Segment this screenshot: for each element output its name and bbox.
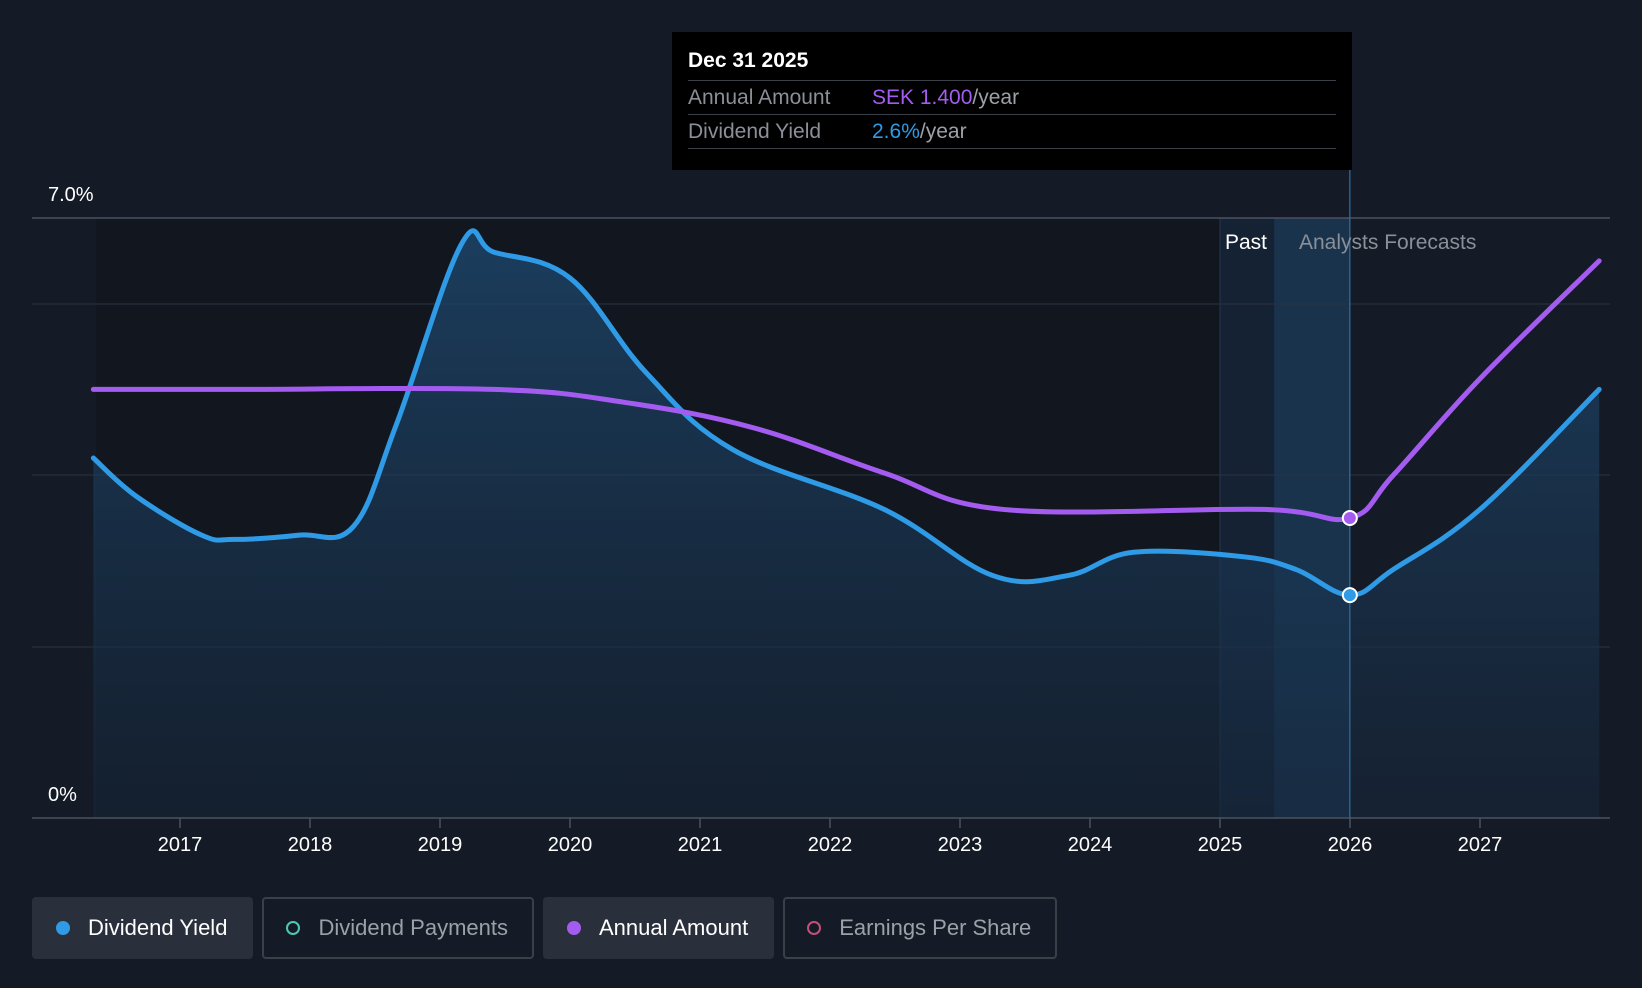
past-label: Past [1225,231,1267,254]
tooltip-row-dividend-yield: Dividend Yield 2.6% /year [688,114,1336,149]
x-tick-label: 2021 [678,834,723,856]
tooltip-label: Annual Amount [688,86,831,109]
dividend-yield-dot-icon [56,921,70,935]
tooltip: Dec 31 2025 Annual Amount SEK 1.400 /yea… [672,32,1352,170]
annual-amount-dot-icon [566,921,581,935]
dividend-yield-area [93,230,1600,818]
tooltip-value: SEK 1.400 [872,86,973,109]
legend-dividend-payments-button[interactable]: Dividend Payments [262,897,534,959]
x-tick-label: 2022 [808,834,853,856]
legend-label: Earnings Per Share [839,915,1032,940]
tooltip-value: 2.6% [872,120,920,143]
legend: Dividend Yield Dividend Payments Annual … [32,897,1058,959]
dividend-yield-line [90,228,1602,598]
tooltip-label: Dividend Yield [688,120,822,143]
annual-amount-marker [1341,510,1358,526]
dividend-payments-dot-icon [286,921,301,935]
x-tick-label: 2018 [288,834,333,856]
tooltip-unit: /year [919,120,967,143]
x-tick-label: 2027 [1458,834,1503,856]
legend-label: Annual Amount [598,915,749,940]
x-tick-label: 2020 [548,834,593,856]
legend-earnings-per-share-button[interactable]: Earnings Per Share [783,897,1058,959]
forecast-label: Analysts Forecasts [1299,231,1476,254]
x-tick-label: 2025 [1198,834,1243,856]
x-tick-label: 2023 [938,834,983,856]
legend-dividend-yield-button[interactable]: Dividend Yield [32,897,254,959]
annual-amount-line [90,258,1602,523]
legend-label: Dividend Payments [318,915,508,940]
tooltip-row-annual-amount: Annual Amount SEK 1.400 /year [688,80,1336,114]
x-tick-label: 2024 [1068,834,1113,856]
dividend-yield-marker [1341,587,1358,604]
legend-label: Dividend Yield [88,915,228,940]
x-tick-label: 2017 [158,834,203,856]
x-tick-label: 2026 [1328,834,1373,856]
earnings-per-share-dot-icon [807,921,822,935]
x-tick-label: 2019 [418,834,463,856]
tooltip-unit: /year [972,86,1020,109]
y-axis-min-label: 0% [48,784,77,806]
tooltip-date: Dec 31 2025 [688,49,809,72]
legend-annual-amount-button[interactable]: Annual Amount [542,897,775,959]
y-axis-max-label: 7.0% [48,184,94,206]
